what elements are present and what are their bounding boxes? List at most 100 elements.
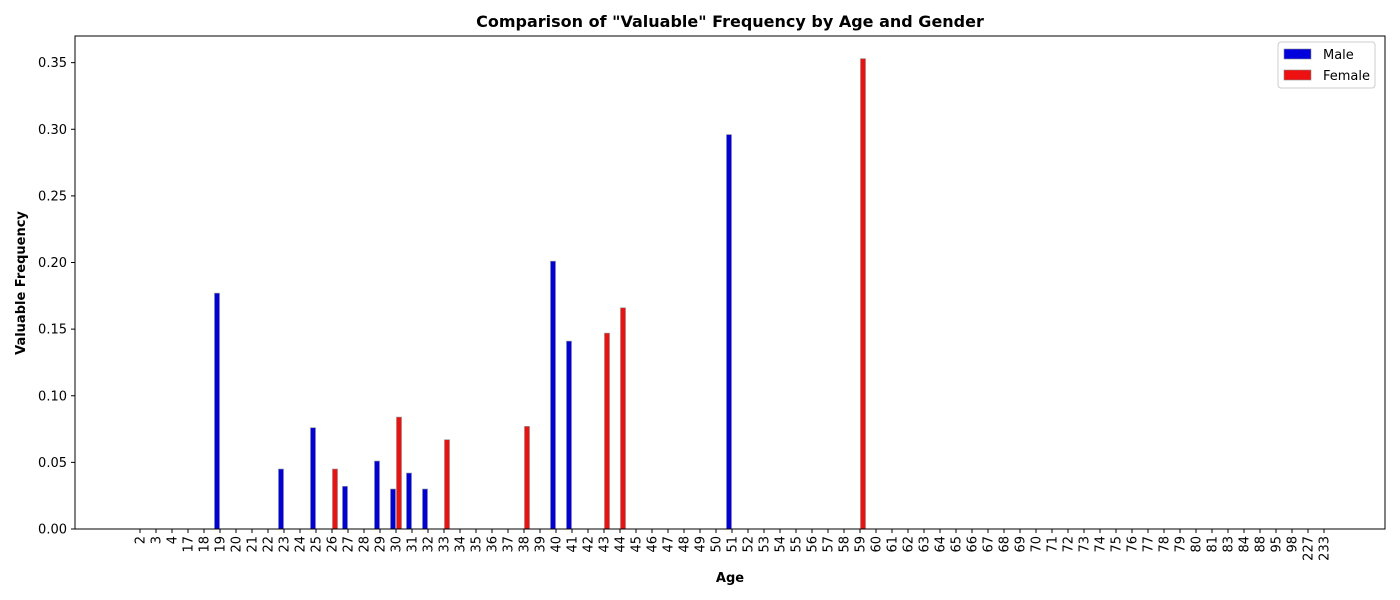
- x-tick-label: 62: [902, 536, 917, 553]
- x-tick-label: 28: [358, 536, 373, 553]
- y-tick-label: 0.15: [38, 323, 67, 338]
- bar-male-51: [726, 134, 732, 530]
- x-tick-label: 18: [198, 536, 213, 553]
- x-tick-label: 26: [326, 536, 341, 553]
- x-tick-label: 27: [342, 536, 357, 553]
- bar-female-33: [444, 439, 450, 530]
- legend: Male Female: [1277, 41, 1376, 89]
- legend-swatch-female: [1283, 69, 1312, 81]
- x-tick-label: 77: [1142, 536, 1157, 553]
- x-tick-label: 72: [1062, 536, 1077, 553]
- x-tick-label: 23: [278, 536, 293, 553]
- y-axis: 0.00 0.05 0.10 0.15 0.20 0.25 0.30 0.35: [38, 56, 75, 538]
- bar-male-32: [422, 488, 428, 530]
- x-tick-label: 56: [806, 536, 821, 553]
- x-tick-label: 59: [854, 536, 869, 553]
- bar-female-26: [332, 468, 338, 530]
- x-tick-label: 79: [1174, 536, 1189, 553]
- x-tick-label: 73: [1078, 536, 1093, 553]
- x-tick-label: 54: [774, 536, 789, 553]
- y-tick-label: 0.20: [38, 256, 67, 271]
- x-axis: 2 3 4 17 18 19 20 21 22 23 24 25 26 27 28 29 30 31 32 33 34 3…: [134, 529, 1333, 561]
- x-tick-label: 48: [678, 536, 693, 553]
- bar-male-23: [278, 468, 284, 530]
- x-tick-label: 31: [406, 536, 421, 553]
- bar-male-40: [550, 260, 556, 530]
- x-tick-label: 71: [1046, 536, 1061, 553]
- x-tick-label: 57: [822, 536, 837, 553]
- bar-female-43: [604, 332, 610, 530]
- x-tick-label: 52: [742, 536, 757, 553]
- plot-frame: [74, 35, 1386, 530]
- x-tick-label: 36: [486, 536, 501, 553]
- chart-title: Comparison of "Valuable" Frequency by Ag…: [476, 12, 984, 31]
- x-tick-label: 3: [150, 536, 165, 544]
- x-tick-label: 65: [950, 536, 965, 553]
- x-tick-label: 29: [374, 536, 389, 553]
- legend-label-male: Male: [1323, 48, 1354, 63]
- x-tick-label: 63: [918, 536, 933, 553]
- bar-female-59: [860, 58, 866, 530]
- x-tick-label: 76: [1126, 536, 1141, 553]
- x-tick-label: 49: [694, 536, 709, 553]
- x-tick-label: 37: [502, 536, 517, 553]
- x-tick-label: 80: [1190, 536, 1205, 553]
- x-tick-label: 19: [214, 536, 229, 553]
- x-tick-label: 60: [870, 536, 885, 553]
- x-tick-label: 70: [1030, 536, 1045, 553]
- legend-label-female: Female: [1323, 69, 1370, 84]
- x-tick-label: 67: [982, 536, 997, 553]
- x-tick-label: 61: [886, 536, 901, 553]
- x-tick-label: 95: [1270, 536, 1285, 553]
- x-tick-label: 88: [1254, 536, 1269, 553]
- y-tick-label: 0.30: [38, 123, 67, 138]
- x-tick-label: 84: [1238, 536, 1253, 553]
- x-axis-label: Age: [716, 571, 744, 586]
- x-tick-label: 50: [710, 536, 725, 553]
- y-tick-label: 0.25: [38, 189, 67, 204]
- x-tick-label: 42: [582, 536, 597, 553]
- legend-swatch-male: [1283, 48, 1312, 60]
- x-tick-label: 34: [454, 536, 469, 553]
- x-tick-label: 78: [1158, 536, 1173, 553]
- x-tick-label: 44: [614, 536, 629, 553]
- x-tick-label: 32: [422, 536, 437, 553]
- x-tick-label: 68: [998, 536, 1013, 553]
- y-tick-label: 0.00: [38, 523, 67, 538]
- x-tick-label: 4: [166, 536, 181, 544]
- plot-area: [74, 35, 1386, 530]
- x-tick-label: 17: [182, 536, 197, 553]
- x-tick-label: 45: [630, 536, 645, 553]
- x-tick-label: 33: [438, 536, 453, 553]
- x-tick-label: 55: [790, 536, 805, 553]
- x-tick-label: 21: [246, 536, 261, 553]
- y-axis-label: Valuable Frequency: [14, 211, 29, 355]
- x-tick-label: 25: [310, 536, 325, 553]
- y-tick-label: 0.10: [38, 389, 67, 404]
- bar-female-44: [620, 307, 626, 530]
- x-tick-label: 41: [566, 536, 581, 553]
- x-tick-label: 39: [534, 536, 549, 553]
- x-tick-label: 83: [1222, 536, 1237, 553]
- x-tick-label: 30: [390, 536, 405, 553]
- x-tick-label: 66: [966, 536, 981, 553]
- x-tick-label: 2: [134, 536, 149, 544]
- x-tick-label: 58: [838, 536, 853, 553]
- x-tick-label: 47: [662, 536, 677, 553]
- x-tick-label: 227: [1302, 536, 1317, 561]
- x-tick-label: 69: [1014, 536, 1029, 553]
- x-tick-label: 64: [934, 536, 949, 553]
- x-tick-label: 20: [230, 536, 245, 553]
- y-tick-label: 0.35: [38, 56, 67, 71]
- bar-male-19: [214, 292, 220, 530]
- bar-female-30: [396, 416, 402, 530]
- bar-female-38: [524, 426, 530, 530]
- bar-male-27: [342, 486, 348, 530]
- x-tick-label: 74: [1094, 536, 1109, 553]
- x-tick-label: 51: [726, 536, 741, 553]
- x-tick-label: 53: [758, 536, 773, 553]
- x-tick-label: 24: [294, 536, 309, 553]
- x-tick-label: 46: [646, 536, 661, 553]
